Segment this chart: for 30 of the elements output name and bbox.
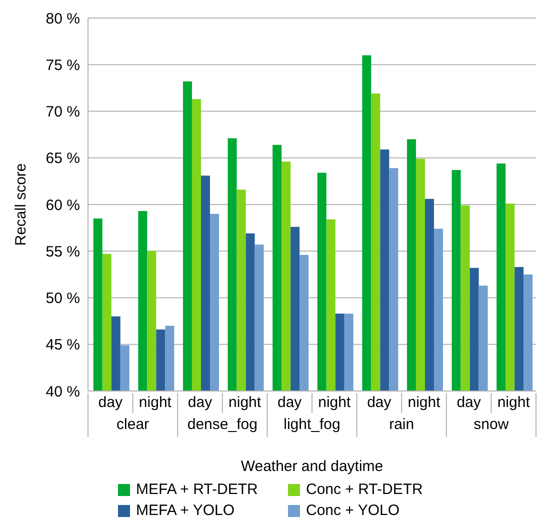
x-tick-label: night <box>138 394 172 411</box>
y-tick-label: 45 % <box>46 336 80 354</box>
y-tick-label: 70 % <box>46 104 80 121</box>
legend-label: MEFA + YOLO <box>136 502 235 519</box>
x-tick-label: night <box>497 394 531 411</box>
y-tick-label: 80 % <box>46 10 80 28</box>
y-tick-label: 55 % <box>46 243 80 260</box>
legend-label: Conc + RT-DETR <box>306 481 423 498</box>
x-tick-label: night <box>408 394 442 411</box>
x-tick-label: day <box>278 394 302 411</box>
x-tick-label: night <box>318 394 352 411</box>
x-tick-label: night <box>228 394 262 411</box>
text: snow <box>474 416 509 433</box>
y-tick-label: 65 % <box>46 150 80 168</box>
legend-label: MEFA + RT-DETR <box>136 481 258 498</box>
x-tick-label: day <box>188 394 213 411</box>
y-tick-label: 40 % <box>46 383 80 400</box>
text: light_fog <box>284 416 340 433</box>
text: dense_fog <box>187 416 258 433</box>
x-tick-label: day <box>456 394 482 411</box>
legend-label: Conc + YOLO <box>306 502 400 519</box>
x-tick-label: day <box>98 394 123 411</box>
y-axis-title: Recall score <box>12 163 30 246</box>
text: clear <box>116 416 150 433</box>
y-tick-label: 60 % <box>46 196 80 214</box>
y-tick-label: 75 % <box>46 56 80 74</box>
text: rain <box>389 416 414 433</box>
x-tick-label: day <box>367 394 392 411</box>
y-tick-label: 50 % <box>46 290 80 308</box>
x-axis-title: Weather and daytime <box>240 458 384 475</box>
